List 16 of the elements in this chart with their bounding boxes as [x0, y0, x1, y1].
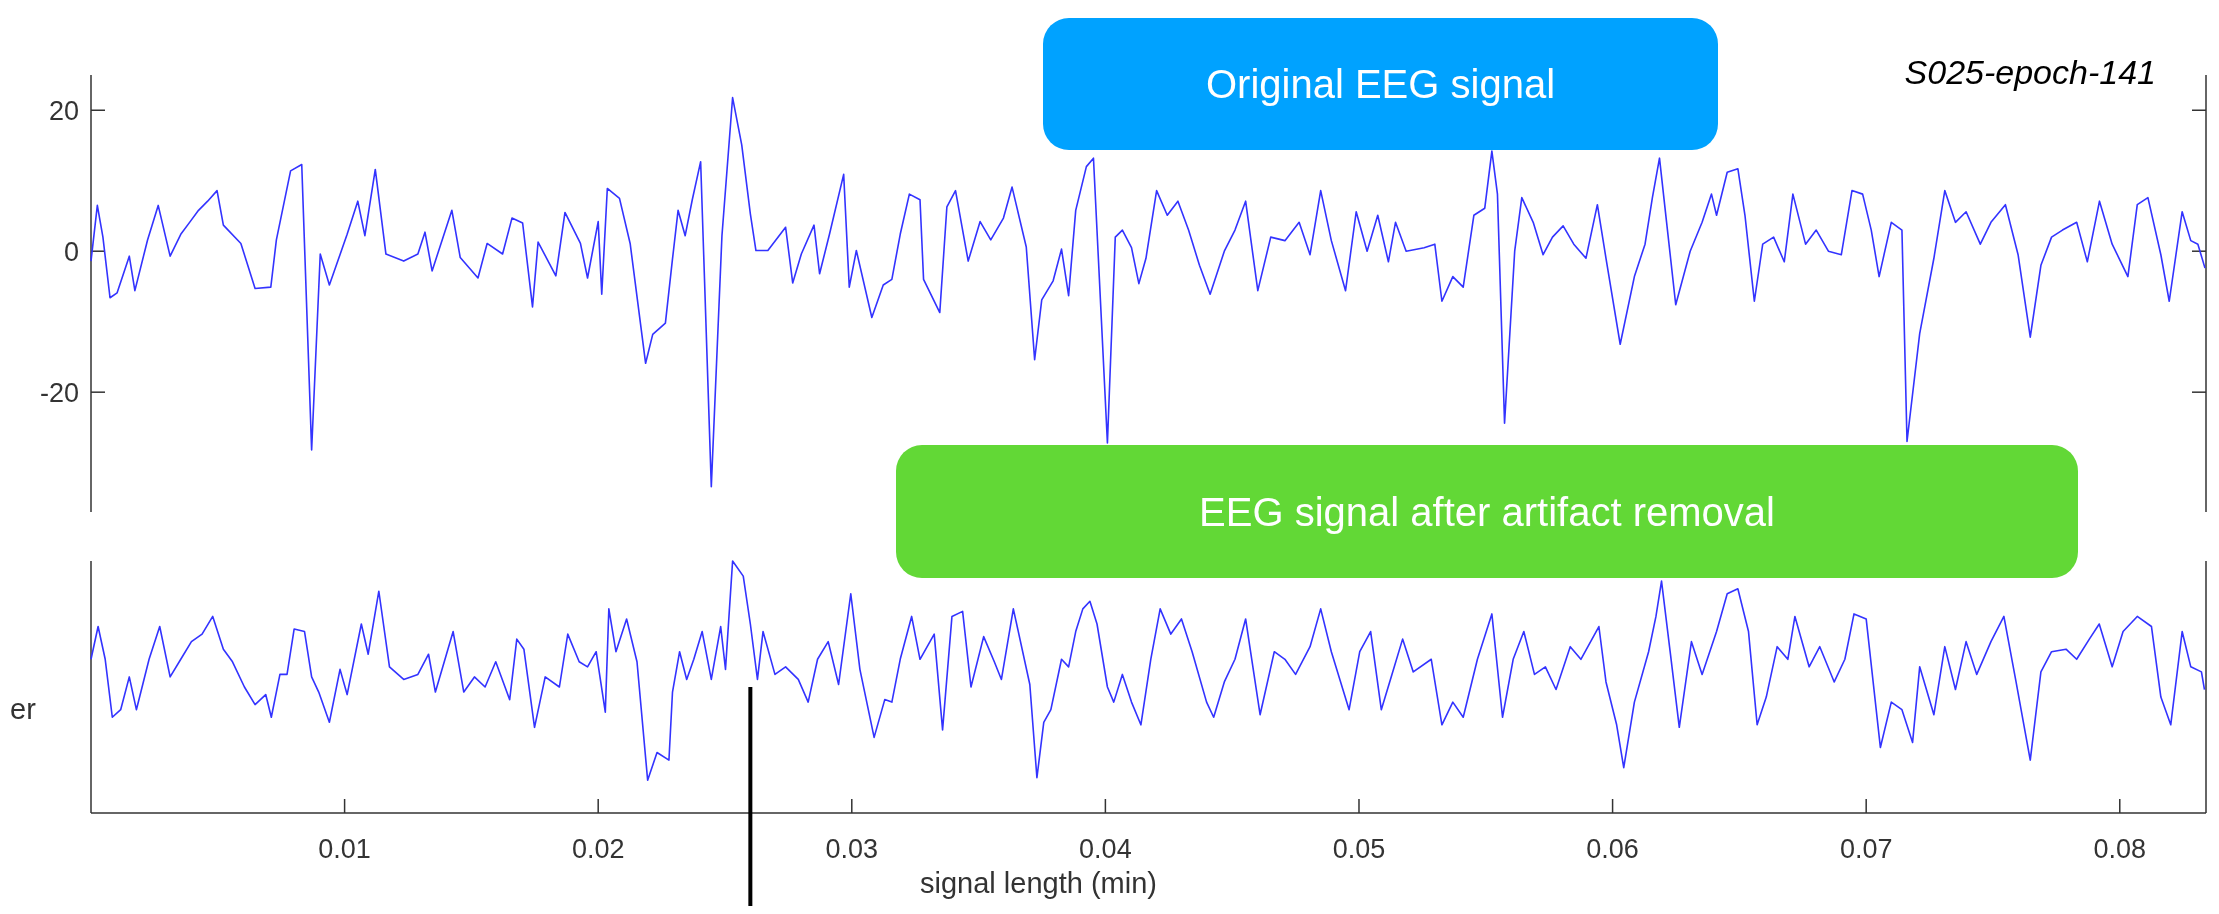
annotation: S025-epoch-141 — [1904, 53, 2156, 91]
x-tick-label: 0.07 — [1839, 834, 1893, 864]
y-axis-title: er — [10, 693, 37, 725]
annotation: Original EEG signal — [1205, 62, 1556, 106]
x-tick-label: 0.03 — [825, 834, 879, 864]
y-tick-label: -20 — [39, 377, 79, 408]
x-axis-title: signal length (min) — [920, 867, 1157, 899]
x-tick-label: 0.01 — [318, 834, 371, 864]
y-tick-label: 20 — [48, 95, 79, 126]
x-tick-label: 0.02 — [571, 834, 625, 864]
x-tick-label: 0.06 — [1586, 834, 1639, 864]
x-tick-label: 0.08 — [2093, 834, 2147, 864]
x-tick-label: 0.04 — [1079, 834, 1132, 864]
annotation: EEG signal after artifact removal — [1199, 489, 1775, 534]
y-tick-label: 0 — [63, 236, 79, 267]
x-tick-label: 0.05 — [1332, 834, 1386, 864]
